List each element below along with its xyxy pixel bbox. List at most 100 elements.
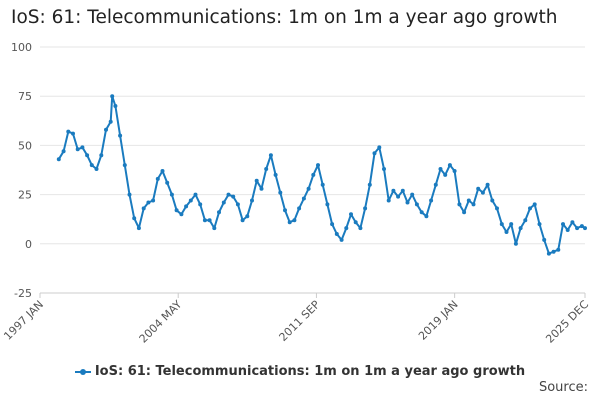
data-point: [85, 153, 90, 158]
legend-line-marker-icon: [74, 366, 91, 378]
data-point: [546, 251, 551, 256]
data-point: [226, 192, 231, 197]
y-tick-label: 75: [18, 90, 32, 103]
data-point: [513, 241, 518, 246]
data-point: [358, 226, 363, 231]
data-point: [113, 104, 118, 108]
data-point: [386, 198, 391, 203]
data-point: [136, 226, 141, 231]
data-point: [301, 196, 306, 201]
data-point: [480, 190, 485, 195]
data-point: [160, 169, 165, 173]
data-point: [443, 172, 448, 177]
data-point: [311, 172, 316, 177]
data-point: [127, 192, 132, 197]
y-axis-ticks: 100 75 50 25 0 -25: [11, 41, 32, 300]
source-label: Source:: [538, 380, 588, 395]
chart-title: IoS: 61: Telecommunications: 1m on 1m a …: [11, 7, 558, 28]
y-tick-label: 100: [11, 41, 32, 54]
data-point: [457, 202, 462, 207]
legend[interactable]: IoS: 61: Telecommunications: 1m on 1m a …: [0, 364, 600, 379]
data-point: [542, 237, 547, 242]
x-tick-label: 2004 MAY: [137, 298, 185, 346]
data-point: [151, 198, 156, 203]
data-point: [382, 167, 386, 171]
data-point: [396, 194, 401, 199]
data-point: [188, 198, 193, 203]
data-point: [174, 208, 179, 213]
data-point: [561, 222, 565, 227]
data-point: [240, 218, 245, 223]
data-point: [509, 222, 514, 227]
data-point: [433, 182, 438, 187]
y-tick-label: -25: [14, 287, 32, 300]
data-point: [89, 163, 94, 168]
data-point: [268, 153, 273, 158]
data-point: [122, 163, 127, 168]
data-point: [363, 206, 368, 211]
data-point: [221, 200, 226, 205]
data-point: [325, 202, 330, 207]
data-point: [94, 167, 99, 171]
data-point: [523, 218, 528, 223]
data-point: [259, 186, 264, 191]
legend-label: IoS: 61: Telecommunications: 1m on 1m a …: [94, 364, 526, 379]
data-point: [316, 163, 320, 168]
data-point: [452, 169, 457, 173]
x-tick-label: 2019 JAN: [416, 298, 461, 343]
data-point: [447, 163, 452, 168]
grid-lines: [40, 46, 585, 294]
data-point: [462, 210, 467, 215]
y-tick-label: 25: [18, 189, 32, 202]
series: [56, 94, 587, 256]
data-point: [278, 190, 283, 195]
data-point: [193, 192, 198, 197]
data-point: [353, 220, 358, 225]
data-point: [565, 228, 570, 232]
data-point: [438, 167, 443, 171]
data-point: [579, 224, 584, 229]
data-point: [99, 153, 104, 158]
data-point: [372, 151, 377, 156]
data-point: [424, 214, 429, 219]
data-point: [61, 149, 66, 154]
data-point: [169, 192, 174, 197]
data-point: [419, 210, 424, 215]
data-point: [400, 188, 405, 193]
data-point: [330, 222, 335, 227]
data-point: [231, 194, 236, 199]
data-point: [245, 214, 250, 219]
data-point: [476, 186, 481, 191]
data-point: [344, 226, 349, 231]
data-point: [556, 247, 561, 252]
data-point: [405, 200, 410, 205]
data-point: [80, 145, 85, 150]
data-point: [283, 208, 287, 213]
axes: [39, 292, 586, 298]
data-point: [264, 167, 269, 171]
data-point: [108, 119, 113, 124]
data-point: [485, 182, 490, 187]
data-point: [551, 249, 556, 254]
data-point: [367, 182, 372, 187]
data-point: [202, 218, 207, 223]
data-point: [118, 133, 123, 138]
data-point: [254, 178, 259, 183]
data-point: [155, 176, 160, 181]
data-point: [570, 220, 575, 225]
data-point: [349, 212, 353, 217]
data-point: [306, 186, 311, 191]
data-point: [466, 198, 471, 203]
data-point: [297, 206, 302, 211]
data-point: [287, 220, 292, 225]
data-point: [146, 200, 151, 205]
data-point: [217, 210, 221, 215]
data-point: [198, 202, 203, 207]
x-tick-label: 2025 DEC: [543, 298, 591, 346]
data-point: [414, 202, 419, 207]
data-point: [132, 216, 137, 221]
data-point: [66, 129, 71, 134]
x-tick-label: 1997 JAN: [1, 298, 46, 343]
data-point: [104, 127, 108, 132]
